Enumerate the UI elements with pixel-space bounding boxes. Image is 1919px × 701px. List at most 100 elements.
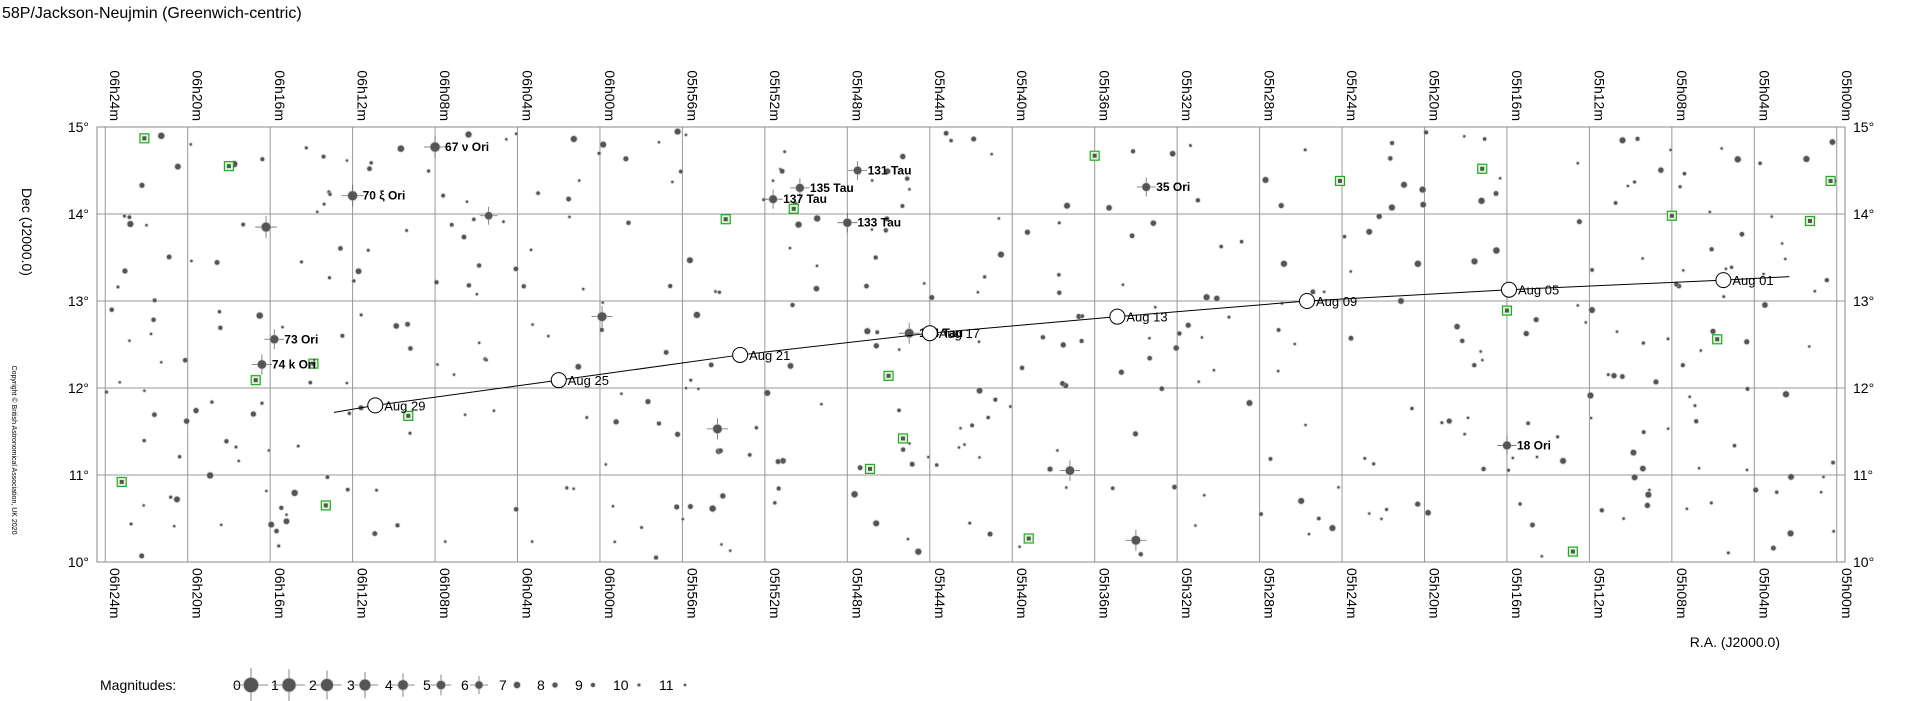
field-star [1478, 349, 1483, 354]
field-star [728, 548, 733, 553]
deep-sky-object [720, 214, 731, 225]
field-star [789, 302, 796, 308]
ra-tick-label: 05h16m [1509, 568, 1525, 619]
star-core [1590, 268, 1594, 272]
star-core [1693, 404, 1697, 408]
field-star [967, 520, 973, 526]
field-star [1046, 465, 1054, 473]
star-core [1197, 380, 1200, 383]
comet-date-label: Aug 17 [939, 326, 980, 341]
ra-tick-label: 06h12m [355, 70, 371, 121]
star-core [1185, 322, 1191, 328]
star-core [408, 346, 413, 351]
field-star [344, 380, 349, 386]
field-star [1666, 426, 1671, 431]
star-core [675, 431, 681, 437]
field-star [1261, 176, 1270, 184]
deep-sky-object [1567, 546, 1579, 557]
named-star-label: 137 Tau [783, 192, 827, 206]
star-core [1758, 161, 1762, 165]
field-star [1610, 372, 1618, 380]
star-core [139, 182, 145, 188]
field-star [216, 309, 222, 315]
field-star [1783, 256, 1788, 262]
ra-tick-label: 05h00m [1839, 568, 1855, 619]
field-star [680, 517, 685, 522]
field-star [1388, 203, 1396, 212]
named-star [1136, 177, 1156, 197]
star-core [174, 496, 180, 503]
star-core [1479, 350, 1482, 353]
ra-tick-label: 05h04m [1756, 70, 1772, 121]
star-core [441, 193, 445, 198]
field-star [1176, 330, 1183, 337]
field-star [174, 162, 182, 171]
star-core [1762, 302, 1768, 308]
star-core [241, 222, 245, 227]
field-star [1657, 166, 1665, 174]
field-star [1470, 257, 1479, 266]
star-core [465, 200, 469, 203]
star-core [1831, 460, 1835, 465]
field-star [339, 333, 346, 339]
field-star [956, 445, 962, 450]
field-star [1397, 297, 1405, 305]
named-star-label: 135 Tau [810, 181, 854, 195]
field-star [1424, 509, 1432, 517]
field-star [928, 294, 936, 301]
grid-lines [97, 126, 1845, 563]
field-star [192, 407, 200, 414]
dso-core [867, 466, 872, 471]
star-core [1813, 290, 1817, 293]
star-core [773, 501, 777, 505]
field-star [321, 201, 327, 207]
star-core [1682, 171, 1687, 176]
field-star [122, 213, 127, 219]
deep-sky-object [139, 133, 150, 144]
ra-tick-label: 06h16m [272, 70, 288, 121]
field-star [1630, 473, 1639, 482]
star-core [325, 475, 330, 479]
star-core [359, 679, 371, 691]
star-core [472, 217, 476, 222]
star-core [971, 136, 977, 142]
star-core [1502, 441, 1511, 450]
field-star [514, 131, 519, 136]
field-star [1555, 434, 1560, 440]
field-star [1693, 418, 1700, 425]
star-core [626, 220, 631, 225]
field-star [1529, 521, 1536, 529]
dso-core [1828, 178, 1833, 183]
star-core [1259, 512, 1263, 516]
star-core [282, 678, 296, 692]
dec-tick-label: 15° [68, 119, 89, 135]
field-star [396, 144, 405, 153]
field-star [678, 168, 684, 175]
star-core [1329, 525, 1336, 532]
star-core [987, 531, 993, 537]
field-star [673, 127, 682, 136]
star-core [1342, 234, 1347, 239]
ra-tick-label: 05h56m [684, 568, 700, 619]
field-star [1292, 341, 1297, 347]
field-star [1132, 430, 1139, 438]
field-star [1492, 246, 1501, 255]
star-core [908, 442, 911, 445]
field-star [463, 412, 468, 417]
star-core [729, 549, 732, 552]
field-star [1532, 316, 1540, 323]
field-star [1729, 264, 1735, 270]
star-core [873, 520, 880, 527]
ra-tick-label: 06h00m [602, 70, 618, 121]
star-core [1147, 355, 1152, 361]
star-core [1388, 156, 1393, 161]
star-core [338, 246, 343, 251]
field-star [1583, 320, 1588, 325]
field-star [612, 539, 617, 544]
deep-sky-object [320, 500, 331, 511]
star-core [814, 215, 821, 222]
star-core [552, 682, 558, 688]
field-star [1821, 474, 1826, 480]
dec-tick-label: 12° [68, 380, 89, 396]
field-star [151, 297, 158, 304]
